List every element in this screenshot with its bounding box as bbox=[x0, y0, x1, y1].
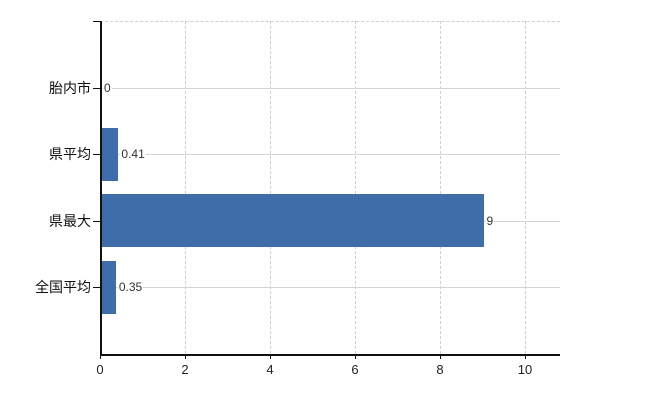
vertical-gridline bbox=[270, 21, 271, 354]
category-gridline bbox=[100, 154, 560, 155]
category-label: 県最大 bbox=[49, 212, 91, 229]
vertical-gridline bbox=[525, 21, 526, 354]
x-axis-line bbox=[100, 354, 560, 356]
x-tick bbox=[270, 354, 272, 359]
x-tick-label: 8 bbox=[436, 362, 444, 377]
x-tick-label: 6 bbox=[351, 362, 359, 377]
y-tick bbox=[93, 287, 100, 289]
vertical-gridline bbox=[440, 21, 441, 354]
bar-value-label: 0.41 bbox=[120, 147, 146, 162]
bar bbox=[101, 194, 484, 248]
category-gridline bbox=[100, 88, 560, 89]
x-tick bbox=[100, 354, 102, 359]
y-tick bbox=[93, 88, 100, 90]
x-tick bbox=[355, 354, 357, 359]
x-tick-label: 2 bbox=[181, 362, 189, 377]
category-label: 全国平均 bbox=[35, 279, 91, 296]
vertical-gridline bbox=[185, 21, 186, 354]
category-label: 県平均 bbox=[49, 146, 91, 163]
x-tick bbox=[440, 354, 442, 359]
plot-top-border bbox=[100, 21, 560, 22]
x-tick bbox=[525, 354, 527, 359]
x-tick-label: 0 bbox=[96, 362, 104, 377]
bar-value-label: 9 bbox=[485, 213, 495, 228]
y-axis-line bbox=[100, 21, 102, 355]
x-tick-label: 4 bbox=[266, 362, 274, 377]
bar bbox=[101, 127, 119, 181]
x-tick-label: 10 bbox=[517, 362, 533, 377]
category-label: 胎内市 bbox=[49, 79, 91, 96]
y-tick bbox=[93, 221, 100, 223]
y-axis-top-tick bbox=[93, 21, 100, 23]
vertical-gridline bbox=[355, 21, 356, 354]
y-tick bbox=[93, 154, 100, 156]
category-gridline bbox=[100, 287, 560, 288]
bar bbox=[101, 260, 116, 314]
bar-value-label: 0.35 bbox=[117, 280, 144, 295]
bar-value-label: 0 bbox=[103, 80, 112, 95]
x-tick bbox=[185, 354, 187, 359]
